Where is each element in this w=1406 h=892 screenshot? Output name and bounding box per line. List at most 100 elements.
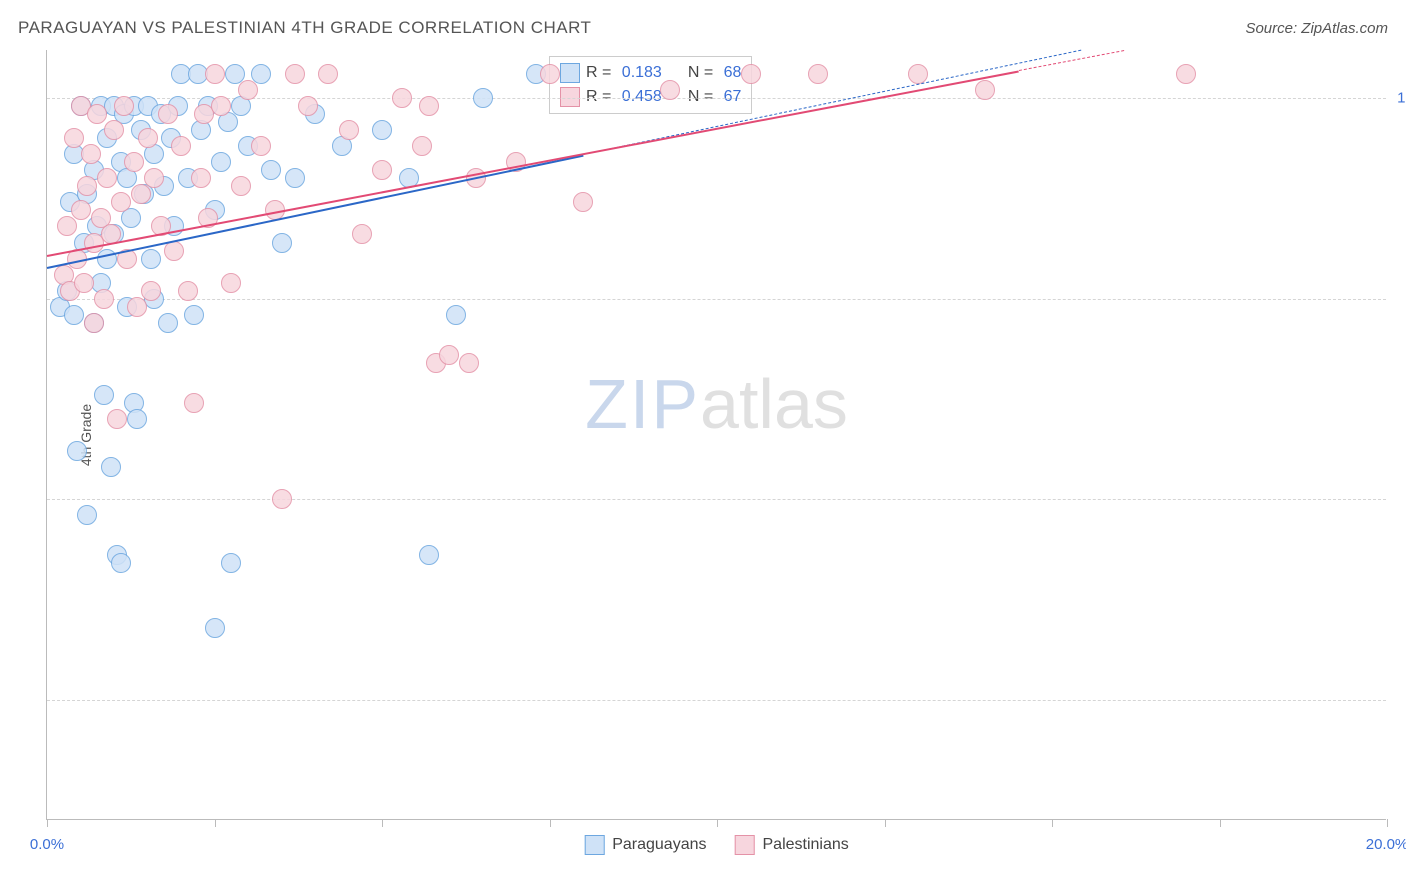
data-point — [372, 120, 392, 140]
y-tick-label: 95.0% — [1393, 491, 1406, 508]
data-point — [251, 136, 271, 156]
x-tick — [1387, 819, 1388, 827]
data-point — [285, 64, 305, 84]
data-point — [285, 168, 305, 188]
x-tick — [1052, 819, 1053, 827]
data-point — [64, 128, 84, 148]
data-point — [158, 104, 178, 124]
data-point — [439, 345, 459, 365]
trend-line-extrapolated — [1018, 50, 1124, 71]
data-point — [412, 136, 432, 156]
r-label: R = — [586, 85, 611, 109]
data-point — [272, 489, 292, 509]
data-point — [127, 297, 147, 317]
data-point — [221, 273, 241, 293]
data-point — [298, 96, 318, 116]
data-point — [114, 96, 134, 116]
x-tick — [550, 819, 551, 827]
gridline — [47, 299, 1386, 300]
series-legend: Paraguayans Palestinians — [584, 835, 849, 855]
r-value: 0.458 — [617, 85, 661, 109]
data-point — [184, 305, 204, 325]
data-point — [339, 120, 359, 140]
x-tick-label: 20.0% — [1366, 836, 1406, 853]
watermark-atlas: atlas — [700, 365, 848, 443]
watermark-zip: ZIP — [585, 365, 700, 443]
x-tick-label: 0.0% — [30, 836, 64, 853]
data-point — [446, 305, 466, 325]
x-tick — [1220, 819, 1221, 827]
data-point — [419, 96, 439, 116]
data-point — [94, 385, 114, 405]
data-point — [540, 64, 560, 84]
legend-item: Palestinians — [735, 835, 849, 855]
stats-row: R = 0.458 N = 67 — [560, 85, 741, 109]
data-point — [67, 441, 87, 461]
data-point — [231, 176, 251, 196]
data-point — [71, 200, 91, 220]
data-point — [372, 160, 392, 180]
correlation-stats-box: R = 0.183N = 68R = 0.458N = 67 — [549, 56, 752, 114]
data-point — [975, 80, 995, 100]
legend-label: Palestinians — [763, 836, 849, 854]
data-point — [97, 168, 117, 188]
n-label: N = — [688, 85, 713, 109]
data-point — [107, 409, 127, 429]
data-point — [81, 144, 101, 164]
data-point — [141, 281, 161, 301]
data-point — [238, 80, 258, 100]
data-point — [97, 249, 117, 269]
data-point — [419, 545, 439, 565]
data-point — [171, 136, 191, 156]
data-point — [94, 289, 114, 309]
gridline — [47, 700, 1386, 701]
data-point — [104, 120, 124, 140]
data-point — [57, 216, 77, 236]
r-label: R = — [586, 61, 611, 85]
x-tick — [885, 819, 886, 827]
data-point — [221, 553, 241, 573]
chart-source: Source: ZipAtlas.com — [1245, 20, 1388, 37]
data-point — [158, 313, 178, 333]
x-tick — [47, 819, 48, 827]
data-point — [318, 64, 338, 84]
legend-swatch — [735, 835, 755, 855]
chart-header: PARAGUAYAN VS PALESTINIAN 4TH GRADE CORR… — [18, 18, 1388, 38]
x-tick — [382, 819, 383, 827]
data-point — [1176, 64, 1196, 84]
data-point — [211, 152, 231, 172]
y-tick-label: 100.0% — [1393, 90, 1406, 107]
n-value: 67 — [719, 85, 741, 109]
data-point — [211, 96, 231, 116]
data-point — [74, 273, 94, 293]
data-point — [178, 281, 198, 301]
data-point — [127, 409, 147, 429]
legend-label: Paraguayans — [612, 836, 706, 854]
data-point — [111, 192, 131, 212]
data-point — [205, 618, 225, 638]
n-label: N = — [688, 61, 713, 85]
x-tick — [215, 819, 216, 827]
y-tick-label: 92.5% — [1393, 691, 1406, 708]
legend-swatch — [584, 835, 604, 855]
scatter-plot-area: 4th Grade ZIPatlas R = 0.183N = 68R = 0.… — [46, 50, 1386, 820]
data-point — [184, 393, 204, 413]
data-point — [84, 313, 104, 333]
r-value: 0.183 — [617, 61, 661, 85]
data-point — [124, 152, 144, 172]
data-point — [741, 64, 761, 84]
data-point — [473, 88, 493, 108]
data-point — [205, 64, 225, 84]
data-point — [77, 176, 97, 196]
data-point — [808, 64, 828, 84]
data-point — [660, 80, 680, 100]
data-point — [138, 128, 158, 148]
data-point — [251, 64, 271, 84]
legend-swatch — [560, 63, 580, 83]
x-tick — [717, 819, 718, 827]
data-point — [261, 160, 281, 180]
data-point — [141, 249, 161, 269]
data-point — [101, 457, 121, 477]
y-tick-label: 97.5% — [1393, 290, 1406, 307]
legend-swatch — [560, 87, 580, 107]
